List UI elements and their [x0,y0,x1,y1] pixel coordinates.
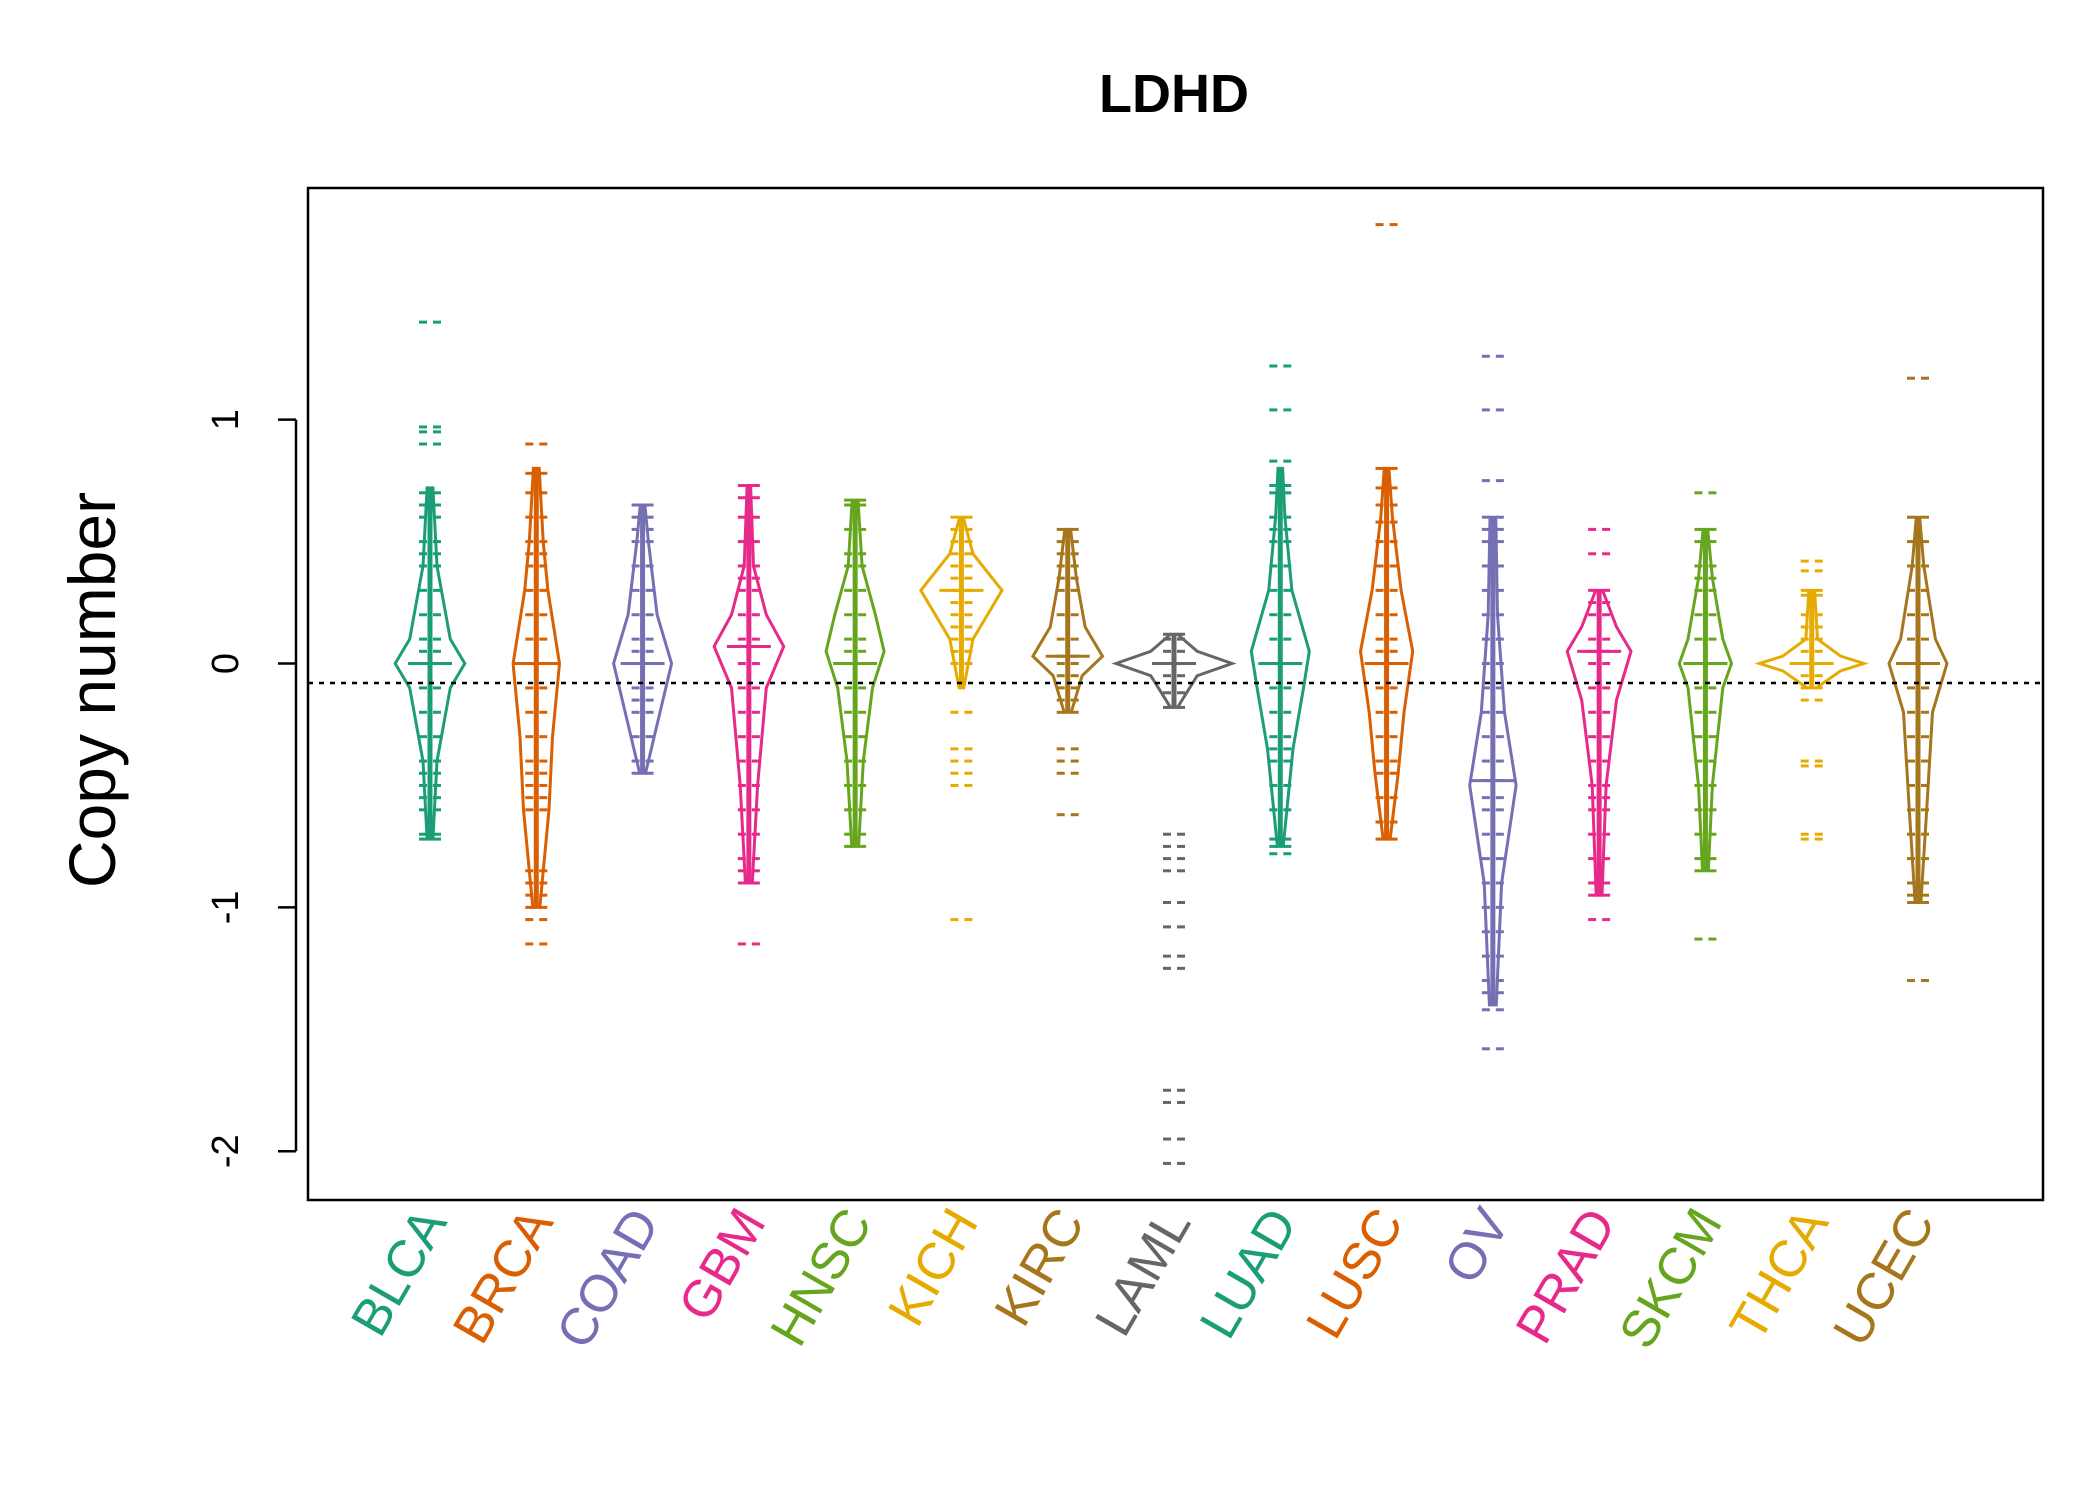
bean-kich [918,515,1004,922]
x-category-label: BLCA [340,1199,458,1346]
x-category-label: HNSC [760,1199,884,1356]
x-category-label: THCA [1719,1199,1840,1351]
bean-outline [1754,588,1869,690]
bean-outline [918,515,1004,690]
bean-outline [1358,466,1415,841]
beans-layer [393,223,1949,1165]
x-category-label: KICH [877,1199,989,1336]
bean-hnsc [824,498,886,848]
y-tick-label: -1 [205,890,247,924]
x-category-label: UCEC [1822,1199,1946,1356]
bean-ov [1468,354,1518,1051]
bean-outline [511,466,562,909]
plot-frame [306,186,2045,1202]
x-category-label: LUAD [1189,1199,1309,1348]
x-category-label: GBM [668,1199,777,1331]
bean-blca [393,320,467,841]
y-axis-label: Copy number [55,492,129,888]
bean-laml [1111,632,1237,1165]
bean-ucec [1887,376,1949,983]
bean-brca [511,442,562,946]
y-axis: -2 -1 0 1 [205,409,298,1168]
bean-outline [1887,515,1949,904]
bean-outline [712,484,786,885]
bean-gbm [712,484,786,946]
bean-luad [1249,364,1311,856]
chart-title: LDHD [1099,64,1249,124]
bean-outline [1031,527,1105,714]
bean-skcm [1677,491,1734,941]
x-category-label: LUSC [1295,1199,1415,1348]
bean-outline [824,498,886,848]
x-category-label: COAD [546,1199,671,1358]
bean-prad [1565,527,1633,922]
bean-lusc [1358,223,1415,841]
bean-kirc [1031,527,1105,817]
bean-outline [393,486,467,841]
x-category-label: OV [1433,1199,1521,1293]
bean-thca [1754,559,1869,841]
plot-area [308,223,2043,1165]
bean-outline [1249,466,1311,848]
y-tick-label: 0 [205,653,247,674]
x-category-label: KIRC [984,1199,1096,1336]
y-tick-label: 1 [205,409,247,430]
y-tick-label: -2 [205,1134,247,1168]
bean-coad [612,503,674,775]
x-category-label: SKCM [1608,1199,1733,1358]
bean-outline [612,503,674,775]
x-category-label: LAML [1084,1199,1202,1346]
